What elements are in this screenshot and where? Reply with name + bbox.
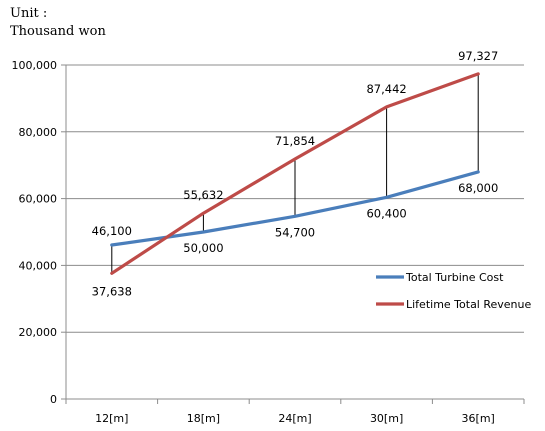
y-tick-label: 100,000 [12,59,58,72]
y-tick-label: 80,000 [19,126,58,139]
data-label-turbine-cost: 54,700 [275,225,315,239]
y-tick-label: 0 [50,393,57,406]
data-label-lifetime-revenue: 71,854 [275,134,315,148]
unit-label-line-2: Thousand won [10,24,106,39]
unit-label-line-1: Unit : [10,6,48,21]
data-label-lifetime-revenue: 37,638 [92,284,132,298]
x-tick-label: 30[m] [370,412,403,425]
data-label-lifetime-revenue: 87,442 [366,82,406,96]
legend-label: Lifetime Total Revenue [406,298,531,311]
legend-label: Total Turbine Cost [405,271,504,284]
data-label-lifetime-revenue: 97,327 [458,49,498,63]
data-label-turbine-cost: 68,000 [458,181,498,195]
y-tick-label: 20,000 [19,326,58,339]
y-tick-label: 40,000 [19,259,58,272]
x-tick-label: 24[m] [278,412,311,425]
data-label-turbine-cost: 46,100 [92,224,132,238]
data-label-turbine-cost: 50,000 [183,241,223,255]
y-tick-label: 60,000 [19,193,58,206]
x-tick-label: 12[m] [95,412,128,425]
x-tick-label: 18[m] [187,412,220,425]
data-label-turbine-cost: 60,400 [366,206,406,220]
data-label-lifetime-revenue: 55,632 [183,188,223,202]
x-tick-label: 36[m] [462,412,495,425]
